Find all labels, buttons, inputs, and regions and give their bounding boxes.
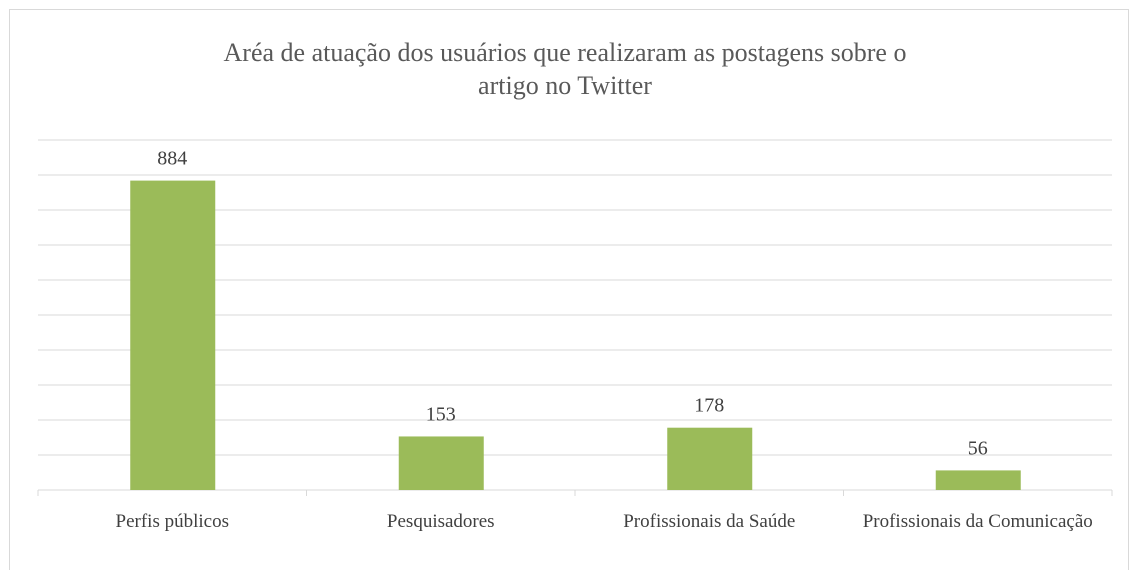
x-tick-label: Profissionais da Comunicação [862, 511, 1093, 532]
data-label: 56 [968, 437, 988, 459]
data-label: 178 [694, 395, 724, 417]
x-tick-label: Perfis públicos [115, 511, 229, 532]
bar [667, 427, 753, 490]
bar [398, 436, 484, 490]
x-tick-label: Profissionais da Saúde [623, 511, 796, 532]
data-label: 884 [157, 148, 187, 170]
x-tick-label: Pesquisadores [386, 511, 495, 532]
data-label: 153 [426, 403, 456, 425]
bar [935, 470, 1021, 490]
chart-title: Aréa de atuação dos usuários que realiza… [223, 38, 907, 100]
bar [130, 180, 216, 490]
chart-frame [9, 9, 1129, 570]
